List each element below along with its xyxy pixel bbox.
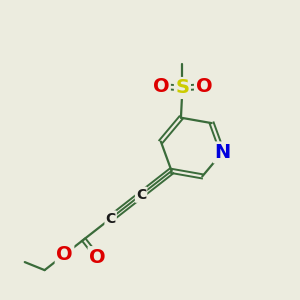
Text: S: S: [176, 79, 189, 98]
Text: C: C: [136, 188, 146, 202]
Text: O: O: [89, 248, 106, 267]
Text: O: O: [56, 245, 73, 264]
Text: N: N: [214, 143, 230, 162]
Text: C: C: [106, 212, 116, 226]
Text: O: O: [196, 77, 212, 96]
Text: O: O: [153, 77, 169, 96]
